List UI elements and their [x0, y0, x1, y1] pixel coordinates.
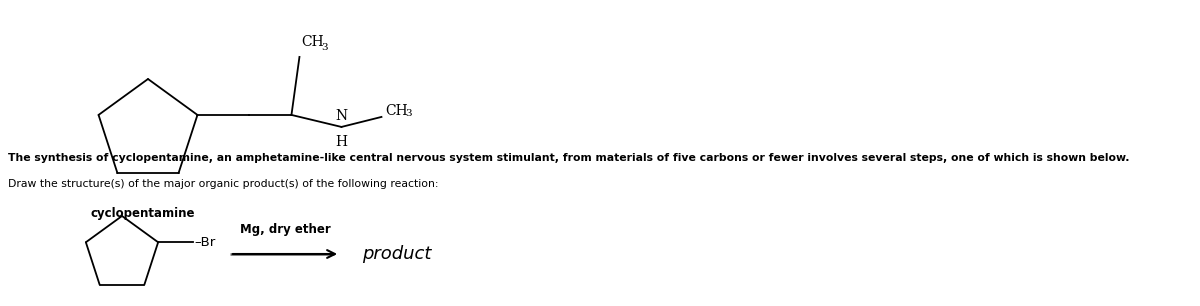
- Text: 3: 3: [322, 43, 328, 52]
- Text: The synthesis of cyclopentamine, an amphetamine-like central nervous system stim: The synthesis of cyclopentamine, an amph…: [8, 153, 1129, 163]
- Text: H: H: [336, 135, 348, 149]
- Text: product: product: [362, 245, 431, 263]
- Text: –Br: –Br: [194, 236, 215, 249]
- Text: CH: CH: [385, 104, 408, 118]
- Text: Mg, dry ether: Mg, dry ether: [240, 223, 330, 236]
- Text: cyclopentamine: cyclopentamine: [91, 207, 196, 220]
- Text: 3: 3: [406, 110, 412, 118]
- Text: Draw the structure(s) of the major organic product(s) of the following reaction:: Draw the structure(s) of the major organ…: [8, 179, 438, 189]
- Text: N: N: [335, 109, 348, 123]
- Text: CH: CH: [301, 35, 324, 49]
